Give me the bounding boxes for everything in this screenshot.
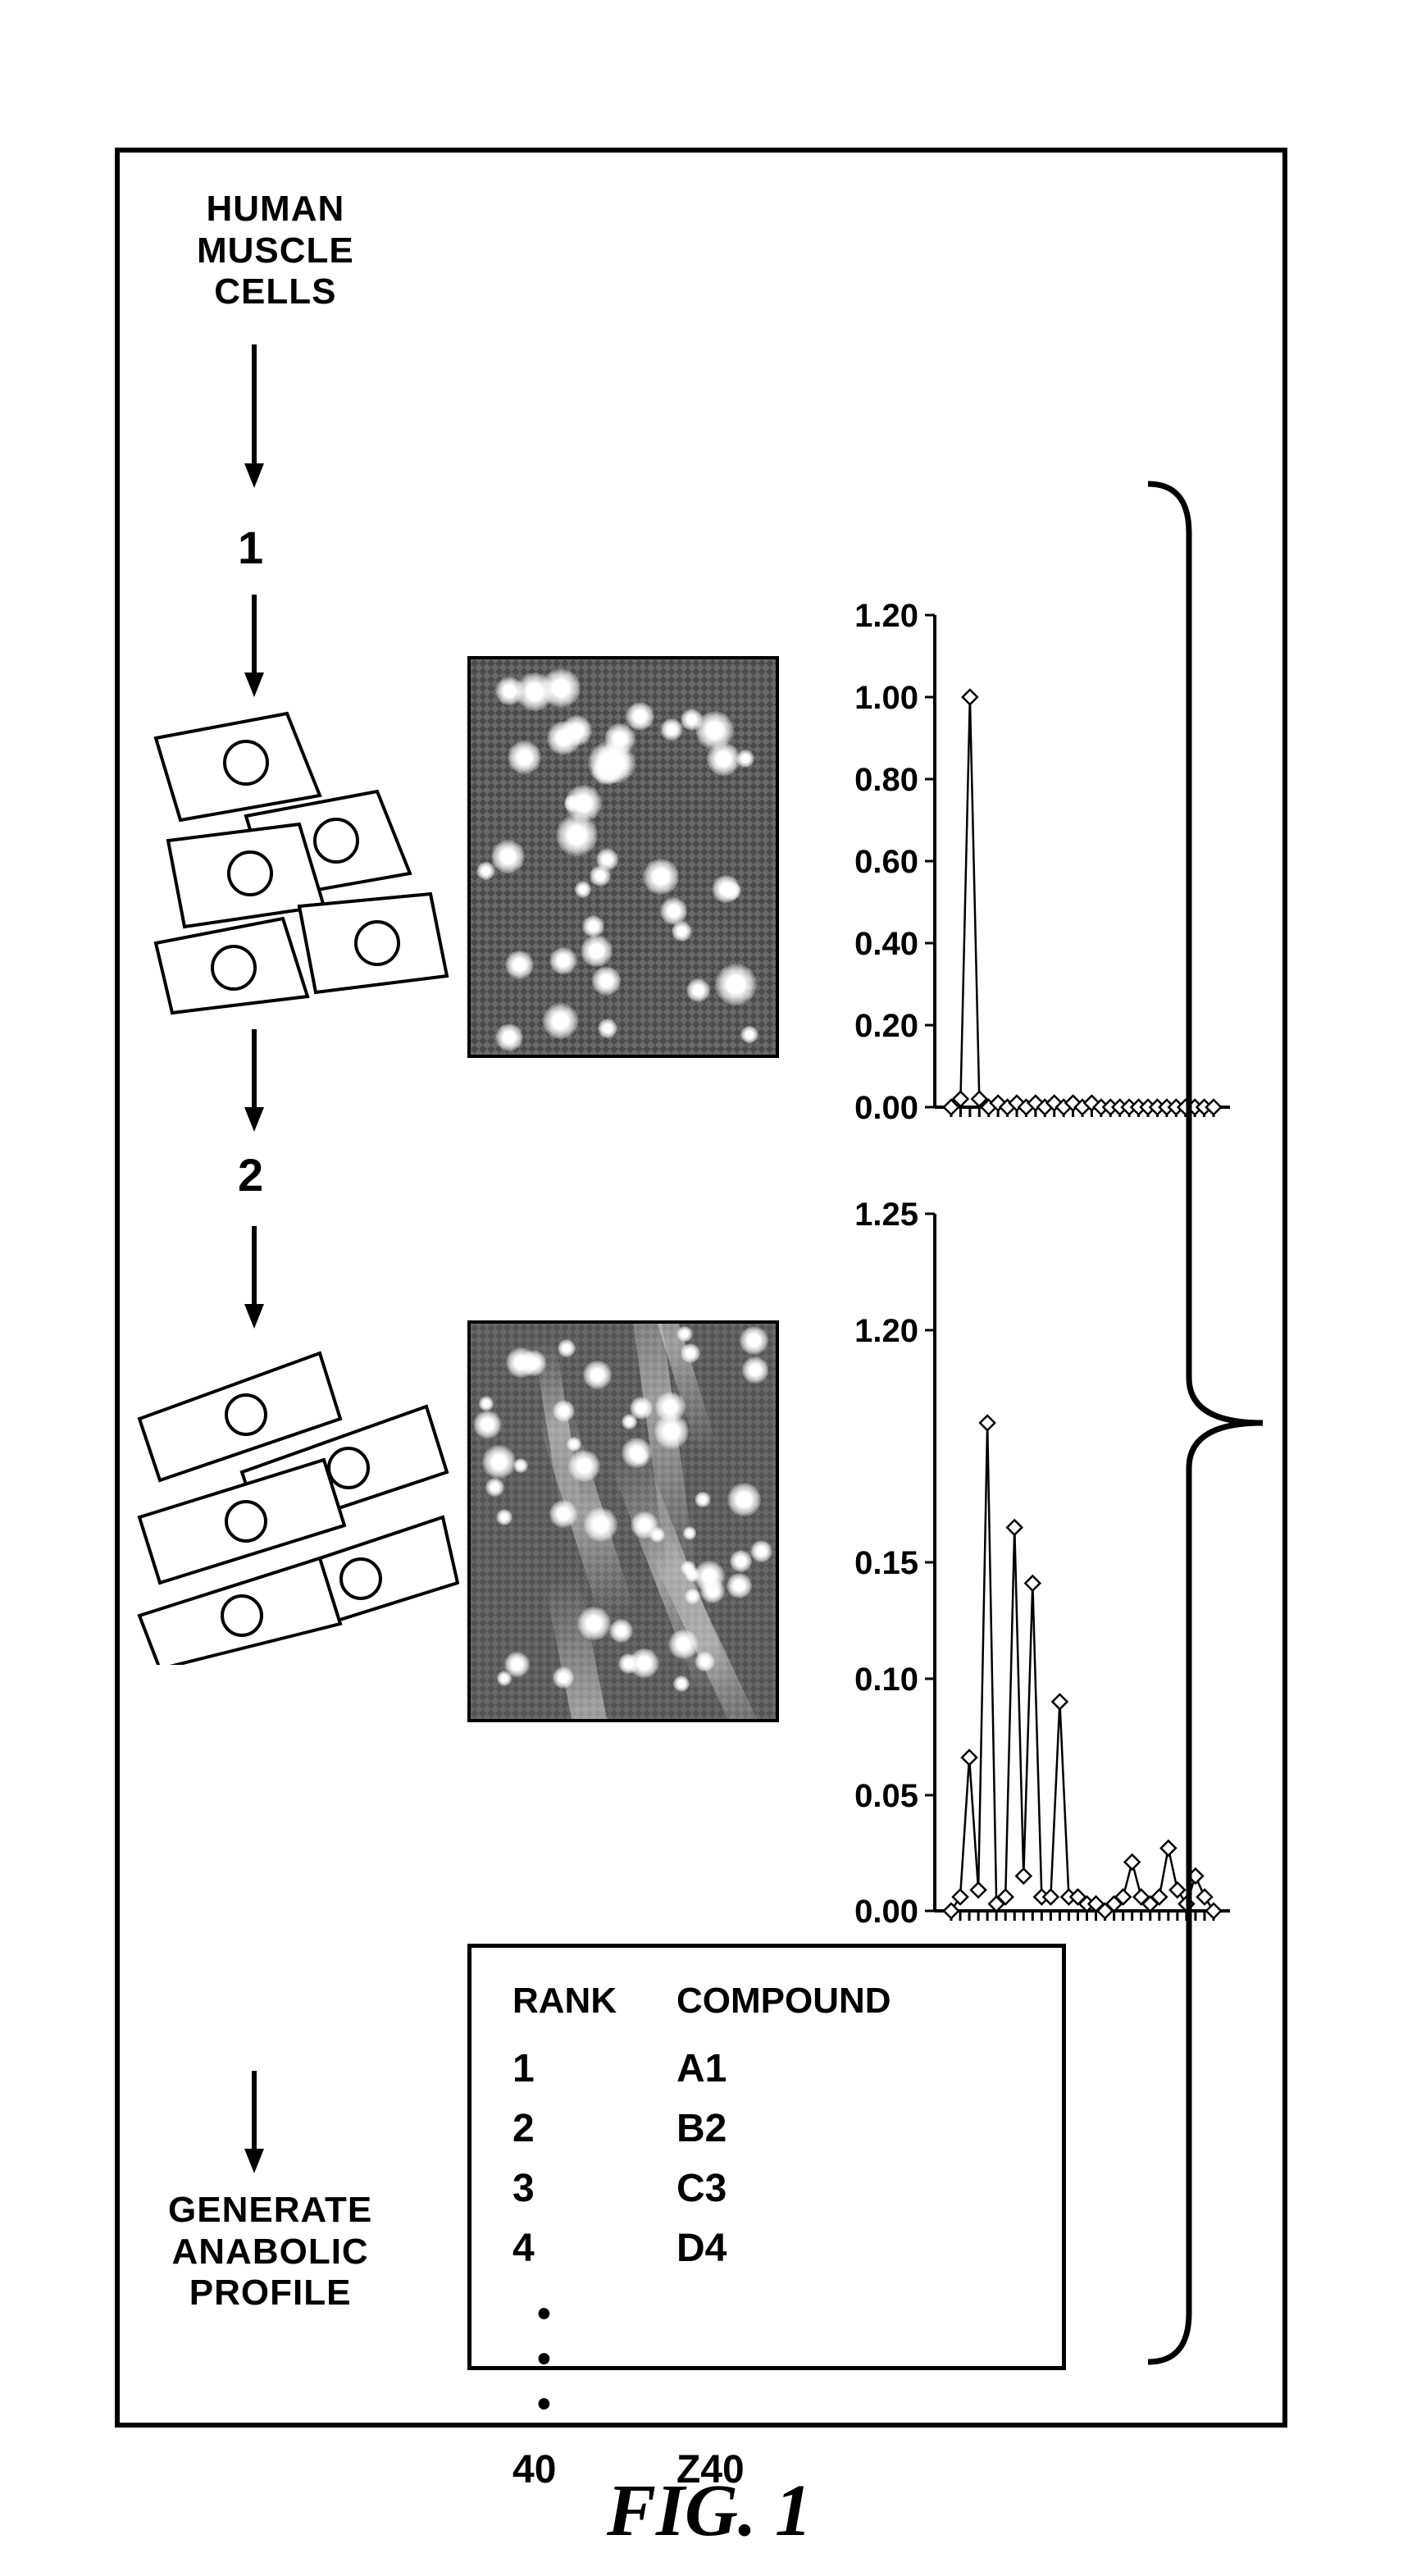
flow-end-label: GENERATEANABOLICPROFILE	[168, 2190, 372, 2314]
table-cell-rank: 3	[512, 2166, 676, 2211]
svg-text:0.00: 0.00	[854, 1894, 918, 1927]
flow-start-label: HUMANMUSCLECELLS	[197, 189, 354, 313]
svg-text:0.20: 0.20	[854, 1008, 918, 1044]
table-row: 3C3	[512, 2166, 1021, 2211]
flow-step-1: 1	[238, 521, 263, 574]
table-header-rank: RANK	[512, 1981, 676, 2022]
svg-text:0.15: 0.15	[854, 1545, 918, 1581]
figure-bracket	[1140, 476, 1271, 2370]
microscopy-image-1	[467, 656, 779, 1058]
flow-step-2: 2	[238, 1148, 263, 1201]
table-cell-compound: C3	[676, 2166, 890, 2211]
flow-start-text: HUMANMUSCLECELLS	[197, 189, 354, 312]
svg-text:0.00: 0.00	[854, 1090, 918, 1124]
table-cell-rank: 2	[512, 2106, 676, 2151]
figure-content: HUMANMUSCLECELLS 1 2 GENERATEANABOLICPRO…	[148, 197, 1255, 2378]
svg-text:0.60: 0.60	[854, 844, 918, 880]
svg-text:0.40: 0.40	[854, 926, 918, 962]
microscopy-2-dots	[471, 1324, 776, 1719]
svg-text:1.25: 1.25	[854, 1197, 918, 1233]
svg-text:1.20: 1.20	[854, 1313, 918, 1349]
table-cell-rank: 4	[512, 2226, 676, 2271]
table-row: 4D4	[512, 2226, 1021, 2271]
microscopy-1-dots	[471, 659, 776, 1055]
table-cell-compound: A1	[676, 2046, 890, 2091]
cell-schematic-1	[123, 697, 451, 1017]
anabolic-profile-table: RANK COMPOUND 1A12B23C34D4 • • • 40 Z40	[467, 1944, 1066, 2370]
arrow-2	[238, 590, 271, 697]
table-row: 1A1	[512, 2046, 1021, 2091]
arrow-5	[238, 2067, 271, 2173]
table-cell-compound: D4	[676, 2226, 890, 2271]
figure-label: FIG. 1	[607, 2469, 812, 2553]
svg-text:1.00: 1.00	[854, 680, 918, 716]
cell-schematic-2	[115, 1345, 459, 1665]
table-header-compound: COMPOUND	[676, 1981, 890, 2022]
svg-text:0.80: 0.80	[854, 762, 918, 798]
microscopy-image-2	[467, 1320, 779, 1722]
table-row: 2B2	[512, 2106, 1021, 2151]
svg-text:1.20: 1.20	[854, 599, 918, 634]
table-cell-compound: B2	[676, 2106, 890, 2151]
arrow-3	[238, 1025, 271, 1132]
arrow-4	[238, 1222, 271, 1329]
table-ellipsis: • • •	[512, 2291, 1021, 2427]
table-header-row: RANK COMPOUND	[512, 1981, 1021, 2022]
table-cell-rank: 1	[512, 2046, 676, 2091]
svg-text:0.10: 0.10	[854, 1662, 918, 1698]
arrow-1	[238, 340, 271, 488]
svg-text:0.05: 0.05	[854, 1778, 918, 1814]
flow-end-text: GENERATEANABOLICPROFILE	[168, 2190, 372, 2313]
